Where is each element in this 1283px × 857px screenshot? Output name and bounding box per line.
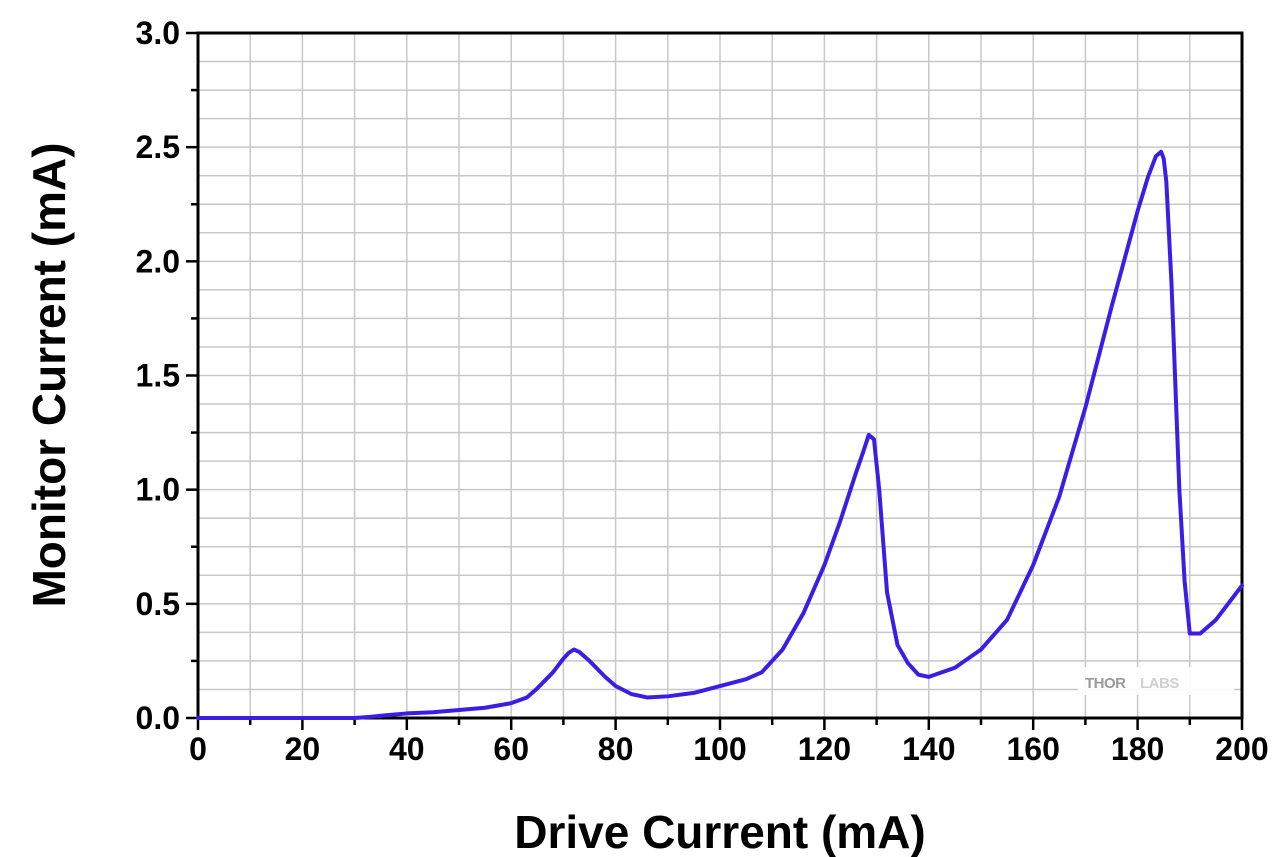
x-tick-label: 20 [285,731,321,767]
x-tick-label: 200 [1215,731,1268,767]
x-axis-title: Drive Current (mA) [514,806,926,857]
thorlabs-logo: THOR LABS [1078,667,1234,695]
x-tick-label: 140 [902,731,955,767]
y-tick-label: 0.5 [136,586,180,622]
x-tick-label: 160 [1007,731,1060,767]
x-tick-label: 120 [798,731,851,767]
x-tick-label: 180 [1111,731,1164,767]
x-tick-label: 0 [189,731,207,767]
x-tick-label: 100 [693,731,746,767]
svg-text:LABS: LABS [1140,675,1179,692]
chart-axes [186,31,1244,730]
chart-grid [198,33,1242,718]
y-tick-label: 1.0 [136,472,180,508]
x-tick-label: 60 [493,731,529,767]
y-tick-label: 2.0 [136,243,180,279]
y-axis-tick-labels: 0.0 0.5 1.0 1.5 2.0 2.5 3.0 [136,15,180,736]
series-line [196,149,1244,720]
chart-series [196,149,1244,720]
x-axis-tick-labels: 0 20 40 60 80 100 120 140 160 180 200 [189,731,1269,767]
y-tick-label: 2.5 [136,129,180,165]
y-axis-title: Monitor Current (mA) [23,142,75,607]
svg-text:THOR: THOR [1085,675,1126,692]
x-tick-label: 80 [598,731,634,767]
y-tick-label: 0.0 [136,700,180,736]
x-tick-label: 40 [389,731,425,767]
y-tick-label: 1.5 [136,358,180,394]
y-tick-label: 3.0 [136,15,180,51]
